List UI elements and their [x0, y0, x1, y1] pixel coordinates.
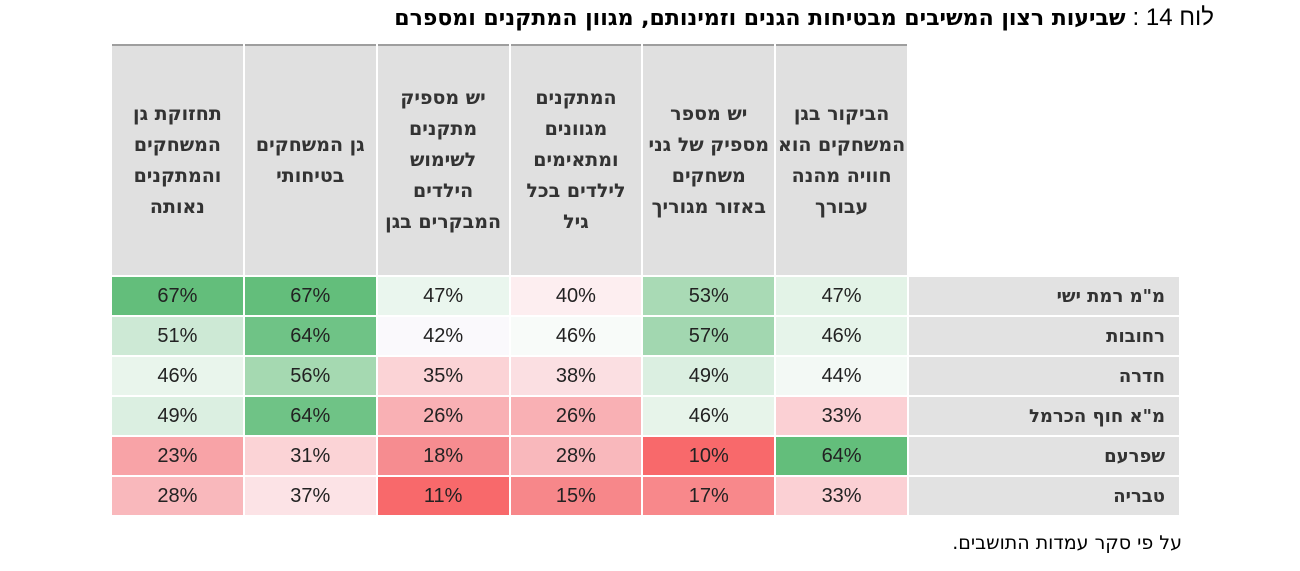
- table-row: שפרעם 64% 10% 28% 18% 31% 23%: [110, 435, 1181, 477]
- column-header: תחזוקת גן המשחקים והמתקנים נאותה: [110, 44, 245, 277]
- value-cell: 46%: [508, 315, 644, 357]
- value-cell: 53%: [641, 275, 777, 317]
- value-cell: 44%: [774, 355, 909, 397]
- value-cell: 28%: [508, 435, 644, 477]
- row-label: שפרעם: [907, 435, 1181, 477]
- table-body: מ"מ רמת ישי 47% 53% 40% 47% 67% 67% רחובות 46% 57…: [110, 275, 1181, 517]
- table-row: טבריה 33% 17% 15% 11% 37% 28%: [110, 475, 1181, 517]
- row-label: טבריה: [907, 475, 1181, 517]
- value-cell: 31%: [242, 435, 378, 477]
- column-header: המתקנים מגוונים ומתאימים לילדים בכל גיל: [508, 44, 644, 277]
- value-cell: 64%: [242, 315, 378, 357]
- value-cell: 38%: [508, 355, 644, 397]
- value-cell: 49%: [110, 395, 245, 437]
- column-header: יש מספיק מתקנים לשימוש הילדים המבקרים בג…: [375, 44, 511, 277]
- header-row: הביקור בגן המשחקים הוא חוויה מהנה עבורך י…: [110, 44, 1181, 277]
- value-cell: 37%: [242, 475, 378, 517]
- value-cell: 51%: [110, 315, 245, 357]
- value-cell: 46%: [774, 315, 909, 357]
- table-row: מ"מ רמת ישי 47% 53% 40% 47% 67% 67%: [110, 275, 1181, 317]
- value-cell: 49%: [641, 355, 777, 397]
- value-cell: 33%: [774, 475, 909, 517]
- column-header: יש מספר מספיק של גני משחקים באזור מגוריך: [641, 44, 777, 277]
- table-row: חדרה 44% 49% 38% 35% 56% 46%: [110, 355, 1181, 397]
- value-cell: 56%: [242, 355, 378, 397]
- value-cell: 46%: [641, 395, 777, 437]
- value-cell: 47%: [375, 275, 511, 317]
- row-label: מ"א חוף הכרמל: [907, 395, 1181, 437]
- satisfaction-table: הביקור בגן המשחקים הוא חוויה מהנה עבורך י…: [110, 44, 1181, 517]
- source-note: על פי סקר עמדות התושבים.: [952, 532, 1182, 554]
- row-label: רחובות: [907, 315, 1181, 357]
- value-cell: 40%: [508, 275, 644, 317]
- value-cell: 33%: [774, 395, 909, 437]
- value-cell: 64%: [774, 435, 909, 477]
- table-title-text: שביעות רצון המשיבים מבטיחות הגנים וזמינו…: [394, 6, 1126, 31]
- table-row: מ"א חוף הכרמל 33% 46% 26% 26% 64% 49%: [110, 395, 1181, 437]
- value-cell: 23%: [110, 435, 245, 477]
- column-header: הביקור בגן המשחקים הוא חוויה מהנה עבורך: [774, 44, 909, 277]
- value-cell: 57%: [641, 315, 777, 357]
- value-cell: 11%: [375, 475, 511, 517]
- value-cell: 42%: [375, 315, 511, 357]
- value-cell: 46%: [110, 355, 245, 397]
- value-cell: 35%: [375, 355, 511, 397]
- column-header: גן המשחקים בטיחותי: [242, 44, 378, 277]
- value-cell: 64%: [242, 395, 378, 437]
- value-cell: 26%: [375, 395, 511, 437]
- value-cell: 10%: [641, 435, 777, 477]
- value-cell: 47%: [774, 275, 909, 317]
- table-row: רחובות 46% 57% 46% 42% 64% 51%: [110, 315, 1181, 357]
- table-title: לוח 14 : שביעות רצון המשיבים מבטיחות הגנ…: [394, 4, 1214, 32]
- row-label: חדרה: [907, 355, 1181, 397]
- value-cell: 18%: [375, 435, 511, 477]
- corner-cell: [907, 45, 1181, 277]
- value-cell: 67%: [110, 275, 245, 317]
- value-cell: 15%: [508, 475, 644, 517]
- value-cell: 67%: [242, 275, 378, 317]
- table-number: לוח 14 :: [1132, 4, 1214, 31]
- value-cell: 26%: [508, 395, 644, 437]
- row-label: מ"מ רמת ישי: [907, 275, 1181, 317]
- value-cell: 17%: [641, 475, 777, 517]
- value-cell: 28%: [110, 475, 245, 517]
